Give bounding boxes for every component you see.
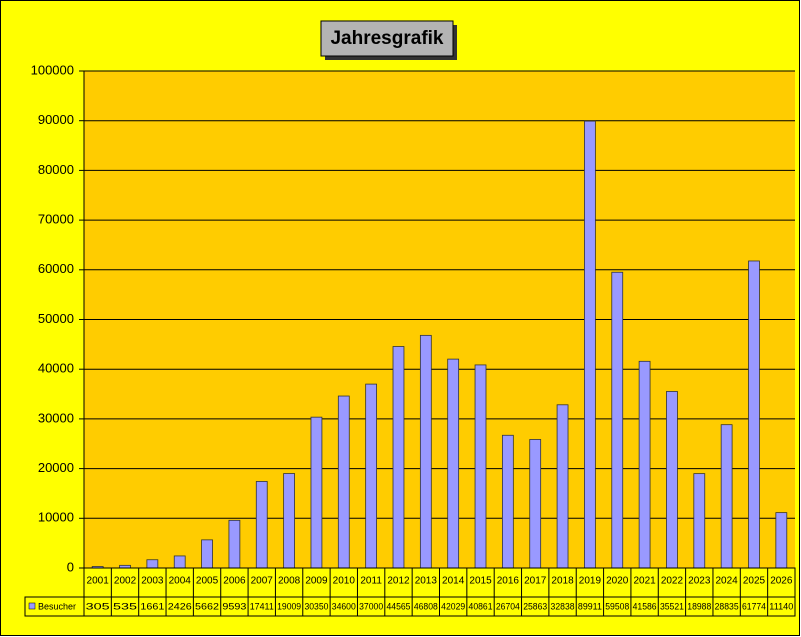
table-value: 44565 bbox=[386, 601, 410, 611]
x-tick-label: 2019 bbox=[579, 576, 602, 587]
x-tick-label: 2025 bbox=[743, 576, 766, 587]
bar bbox=[283, 473, 295, 569]
bar bbox=[173, 555, 186, 569]
x-tick-label: 2017 bbox=[524, 576, 547, 587]
bar bbox=[720, 424, 733, 569]
table-value: 26704 bbox=[496, 601, 520, 611]
bar bbox=[775, 512, 788, 569]
y-tick-label: 70000 bbox=[38, 212, 74, 227]
bar bbox=[666, 391, 678, 569]
table-value: 89911 bbox=[578, 601, 602, 611]
y-tick-label: 60000 bbox=[38, 261, 74, 276]
bar bbox=[255, 481, 268, 569]
bar bbox=[392, 346, 405, 569]
x-tick-label: 2003 bbox=[141, 576, 164, 587]
table-value: 5662 bbox=[195, 601, 219, 611]
table-value: 37000 bbox=[359, 601, 383, 611]
y-tick-label: 80000 bbox=[38, 162, 74, 177]
x-tick-label: 2013 bbox=[415, 576, 438, 587]
table-value: 61774 bbox=[742, 601, 766, 611]
bar bbox=[748, 260, 760, 569]
legend-label: Besucher bbox=[38, 601, 76, 611]
y-tick-label: 90000 bbox=[38, 112, 74, 127]
table-value: 59508 bbox=[605, 601, 629, 611]
table-value: 25863 bbox=[523, 601, 547, 611]
title-box bbox=[320, 20, 454, 57]
table-value: 46808 bbox=[414, 601, 438, 611]
table-value: 40861 bbox=[469, 601, 493, 611]
x-tick-label: 2014 bbox=[442, 576, 465, 587]
bar bbox=[146, 559, 159, 569]
bar bbox=[584, 120, 596, 569]
bar bbox=[337, 395, 350, 569]
bar bbox=[529, 439, 542, 569]
bar bbox=[638, 360, 651, 569]
x-tick-label: 2008 bbox=[278, 576, 301, 587]
bar bbox=[228, 519, 241, 569]
bar bbox=[501, 434, 514, 569]
table-value: 28835 bbox=[715, 601, 739, 611]
x-tick-label: 2024 bbox=[716, 576, 739, 587]
legend-key bbox=[28, 602, 36, 610]
table-value: 19009 bbox=[277, 601, 301, 611]
bar bbox=[611, 271, 624, 569]
x-tick-label: 2026 bbox=[770, 576, 793, 587]
bar bbox=[474, 364, 487, 569]
table-value: 41586 bbox=[633, 601, 657, 611]
table-value: 34600 bbox=[332, 601, 356, 611]
bar bbox=[556, 404, 569, 569]
table-value: 9593 bbox=[222, 601, 246, 611]
x-tick-label: 2022 bbox=[661, 576, 684, 587]
x-tick-label: 2002 bbox=[114, 576, 137, 587]
x-tick-label: 2016 bbox=[497, 576, 520, 587]
bar bbox=[201, 539, 213, 569]
x-tick-label: 2012 bbox=[387, 576, 410, 587]
table-value: 32838 bbox=[551, 601, 575, 611]
bar bbox=[419, 334, 432, 569]
x-tick-label: 2020 bbox=[606, 576, 629, 587]
table-value: 11140 bbox=[769, 601, 793, 611]
x-tick-label: 2004 bbox=[169, 576, 192, 587]
x-tick-label: 2015 bbox=[469, 576, 492, 587]
x-tick-label: 2001 bbox=[87, 576, 110, 587]
table-value: 17411 bbox=[250, 601, 274, 611]
x-tick-label: 2007 bbox=[251, 576, 274, 587]
table-value: 1661 bbox=[140, 601, 164, 611]
table-value: 2426 bbox=[168, 601, 192, 611]
y-tick-label: 50000 bbox=[38, 311, 74, 326]
table-value: 18988 bbox=[687, 601, 711, 611]
table-value: 30350 bbox=[304, 601, 328, 611]
bar bbox=[310, 416, 323, 569]
x-tick-label: 2010 bbox=[333, 576, 356, 587]
table-value: 35521 bbox=[660, 601, 684, 611]
x-tick-label: 2006 bbox=[223, 576, 246, 587]
bar bbox=[447, 358, 460, 569]
x-tick-label: 2009 bbox=[305, 576, 328, 587]
y-tick-label: 0 bbox=[67, 559, 74, 574]
y-tick-label: 10000 bbox=[38, 510, 74, 525]
y-tick-label: 30000 bbox=[38, 410, 74, 425]
table-value: 305 bbox=[86, 601, 110, 611]
x-tick-label: 2018 bbox=[551, 576, 574, 587]
y-tick-label: 100000 bbox=[31, 62, 74, 77]
y-tick-label: 40000 bbox=[38, 361, 74, 376]
x-tick-label: 2021 bbox=[633, 576, 656, 587]
x-tick-label: 2005 bbox=[196, 576, 219, 587]
y-tick-label: 20000 bbox=[38, 460, 74, 475]
table-value: 535 bbox=[113, 601, 137, 611]
x-tick-label: 2011 bbox=[360, 576, 382, 587]
x-tick-label: 2023 bbox=[688, 576, 711, 587]
chart-title: Jahresgrafik bbox=[330, 28, 443, 49]
table-value: 42029 bbox=[441, 601, 465, 611]
bar bbox=[365, 383, 378, 569]
bar bbox=[693, 473, 706, 569]
